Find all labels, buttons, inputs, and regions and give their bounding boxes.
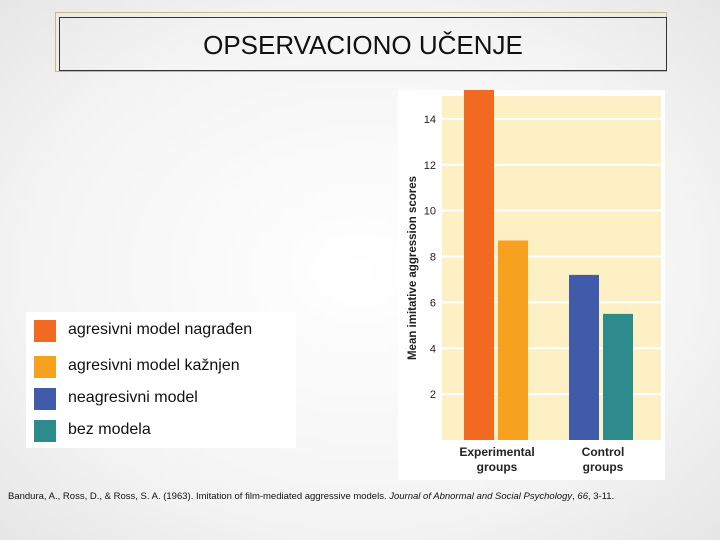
bar — [498, 240, 528, 440]
chart-container: 2 4 6 8 10 12 14 Mean imitative aggression scor… — [398, 90, 665, 480]
legend-swatch-rewarded — [34, 320, 56, 342]
citation-pages: , 3-11. — [587, 491, 615, 502]
citation: Bandura, A., Ross, D., & Ross, S. A. (19… — [8, 491, 614, 502]
legend-item-rewarded: agresivni model nagrađen — [26, 316, 296, 346]
legend-swatch-no-model — [34, 420, 56, 442]
x-group-label-line1: Experimental — [459, 445, 534, 459]
legend-swatch-punished — [34, 356, 56, 378]
x-group-label-line1: Control — [582, 445, 625, 459]
citation-volume: 66 — [577, 491, 588, 502]
x-group-label-line2: groups — [583, 460, 624, 474]
citation-journal: Journal of Abnormal and Social Psycholog… — [389, 491, 573, 502]
legend-item-nonaggressive: neagresivni model — [26, 384, 296, 414]
legend-item-no-model: bez modela — [26, 416, 296, 446]
legend: agresivni model nagrađen agresivni model… — [26, 312, 296, 448]
bar-chart: 2 4 6 8 10 12 14 Mean imitative aggression scor… — [407, 90, 661, 474]
legend-label-no-model: bez modela — [68, 421, 151, 438]
slide-title: OPSERVACIONO UČENJE — [203, 30, 523, 60]
y-tick-label: 2 — [430, 389, 436, 401]
y-tick-label: 8 — [430, 252, 436, 264]
x-group-label-line2: groups — [477, 460, 518, 474]
legend-swatch-nonaggressive — [34, 388, 56, 410]
legend-label-punished: agresivni model kažnjen — [68, 357, 240, 374]
bar — [464, 90, 494, 441]
legend-item-punished: agresivni model kažnjen — [26, 352, 296, 382]
y-tick-label: 14 — [424, 114, 436, 126]
y-axis-label: Mean imitative aggression scores — [407, 176, 419, 360]
title-frame-inner — [59, 17, 667, 71]
y-tick-label: 6 — [430, 297, 436, 309]
citation-authors: Bandura, A., Ross, D., & Ross, S. A. (19… — [8, 491, 390, 502]
bar — [603, 313, 633, 440]
bar — [569, 274, 599, 440]
y-tick-label: 4 — [430, 343, 436, 355]
citation-sep: , — [572, 491, 578, 502]
legend-label-nonaggressive: neagresivni model — [68, 389, 198, 406]
legend-label-rewarded: agresivni model nagrađen — [68, 321, 253, 338]
y-tick-label: 12 — [424, 160, 436, 172]
y-tick-label: 10 — [424, 206, 436, 218]
